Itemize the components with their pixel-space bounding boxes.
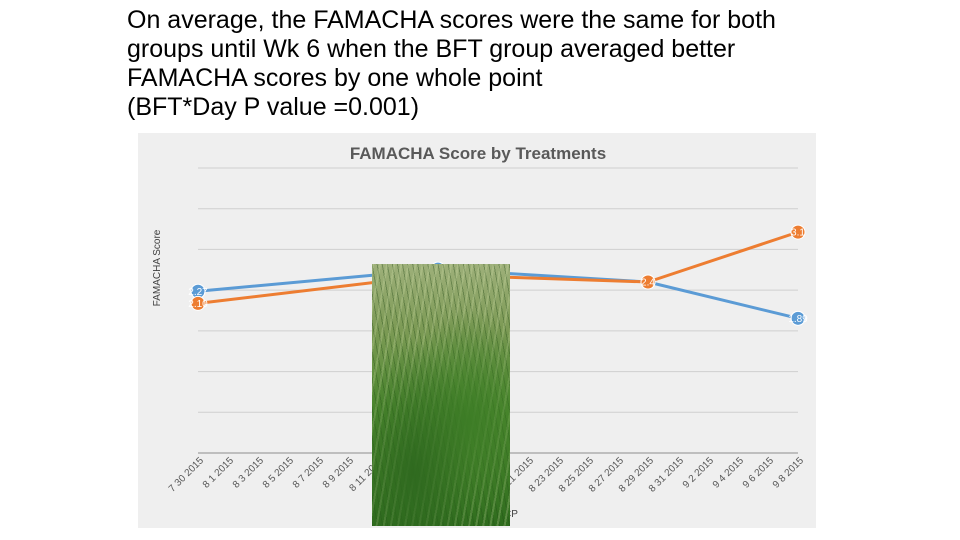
x-tick-label: 9 2 2015 xyxy=(681,455,717,491)
data-point xyxy=(790,224,806,240)
x-tick-label: 7 30 2015 xyxy=(167,455,207,495)
x-tick-label: 8 1 2015 xyxy=(201,455,237,491)
x-tick-label: 8 5 2015 xyxy=(261,455,297,491)
legend-label-cp: CP xyxy=(504,509,518,520)
slide-title: On average, the FAMACHA scores were the … xyxy=(127,6,907,122)
series-line-cp xyxy=(197,230,799,305)
data-point xyxy=(790,310,806,326)
data-label: 2.27 xyxy=(188,287,208,298)
title-line: (BFT*Day P value =0.001) xyxy=(127,93,420,121)
data-label: 3.1 xyxy=(791,228,805,239)
series-line-bft xyxy=(197,267,799,320)
title-line: FAMACHA scores by one whole point xyxy=(127,64,543,92)
title-line: On average, the FAMACHA scores were the … xyxy=(127,6,776,34)
title-line: groups until Wk 6 when the BFT group ave… xyxy=(127,35,736,63)
x-tick-label: 9 4 2015 xyxy=(711,455,747,491)
data-label: 2.4 xyxy=(641,278,655,289)
data-label: 2.10 xyxy=(188,299,208,310)
y-axis-label: FAMACHA Score xyxy=(152,229,163,306)
data-point xyxy=(190,295,206,311)
x-tick-label: 9 6 2015 xyxy=(741,455,777,491)
chart-title: FAMACHA Score by Treatments xyxy=(350,144,606,163)
data-label: 1.89 xyxy=(788,314,808,325)
x-tick-label: 8 3 2015 xyxy=(231,455,267,491)
data-point xyxy=(640,274,656,290)
x-tick-label: 8 7 2015 xyxy=(291,455,327,491)
grass-pasture-photo xyxy=(372,264,510,526)
x-tick-label: 9 8 2015 xyxy=(771,455,807,491)
